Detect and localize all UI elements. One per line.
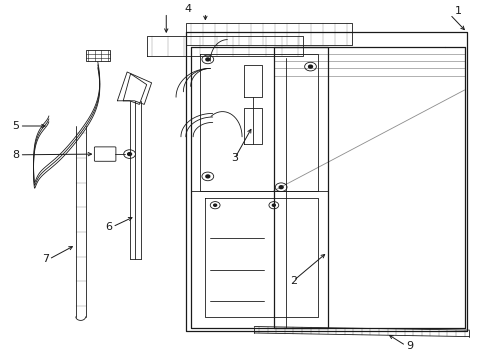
Text: 7: 7 xyxy=(41,254,49,264)
Circle shape xyxy=(205,58,209,61)
Text: 5: 5 xyxy=(13,121,20,131)
Circle shape xyxy=(127,153,131,156)
Text: 4: 4 xyxy=(184,4,191,14)
Text: 3: 3 xyxy=(231,153,238,163)
Circle shape xyxy=(279,186,283,189)
Circle shape xyxy=(213,204,216,206)
Text: 8: 8 xyxy=(12,150,20,160)
Text: 6: 6 xyxy=(105,222,112,232)
Circle shape xyxy=(205,175,209,178)
Circle shape xyxy=(272,204,275,206)
Circle shape xyxy=(308,65,312,68)
Text: 1: 1 xyxy=(454,6,461,16)
Text: 2: 2 xyxy=(289,276,296,286)
Text: 9: 9 xyxy=(405,341,412,351)
